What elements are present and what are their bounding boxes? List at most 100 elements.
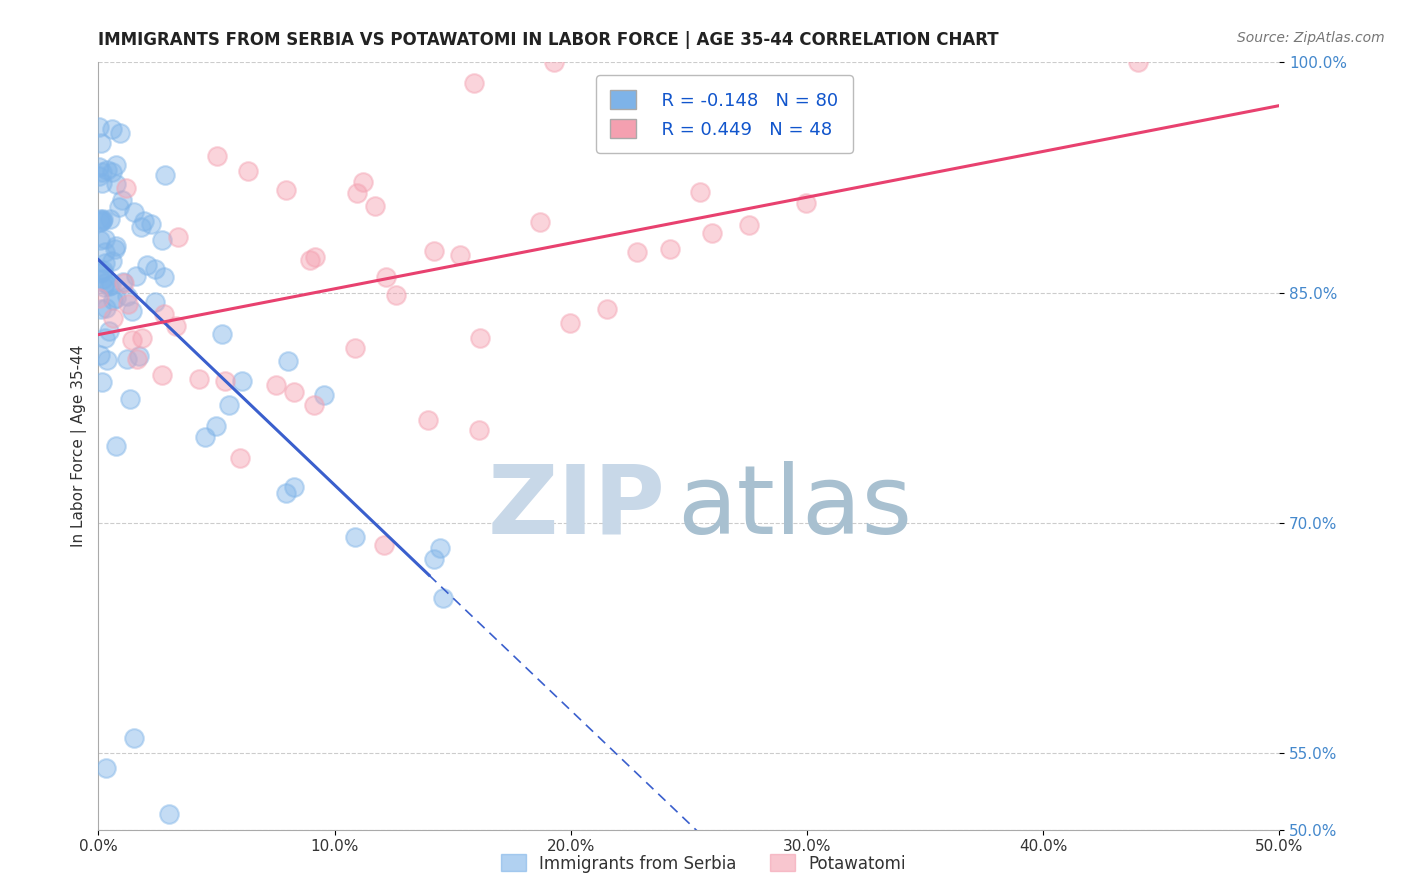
Point: [558, 316, 581, 330]
Text: Source: ZipAtlas.com: Source: ZipAtlas.com: [1237, 31, 1385, 45]
Point: [700, 226, 723, 240]
Point: [96, 353, 118, 368]
Point: [112, 275, 135, 289]
Point: [117, 296, 139, 310]
Point: [205, 149, 228, 163]
Point: [131, 331, 153, 345]
Point: [105, 439, 128, 453]
Point: [346, 186, 368, 201]
Point: [112, 277, 135, 291]
Point: [1126, 55, 1149, 70]
Point: [89, 348, 111, 362]
Text: atlas: atlas: [678, 461, 912, 554]
Point: [108, 200, 131, 214]
Point: [122, 731, 145, 745]
Point: [135, 258, 157, 272]
Point: [101, 311, 124, 326]
Point: [91, 214, 114, 228]
Point: [101, 121, 124, 136]
Point: [304, 251, 326, 265]
Point: [104, 239, 127, 253]
Point: [100, 278, 122, 293]
Point: [91, 272, 114, 286]
Point: [375, 269, 398, 284]
Point: [385, 288, 408, 302]
Point: [343, 341, 366, 355]
Point: [468, 423, 491, 437]
Point: [90, 213, 112, 227]
Point: [626, 245, 648, 260]
Point: [416, 413, 439, 427]
Point: [157, 807, 180, 822]
Point: [277, 354, 299, 368]
Point: [312, 388, 335, 402]
Point: [91, 177, 114, 191]
Point: [89, 212, 111, 227]
Point: [104, 242, 127, 256]
Point: [125, 352, 148, 367]
Point: [231, 374, 253, 388]
Point: [276, 485, 298, 500]
Point: [94, 761, 117, 775]
Point: [463, 76, 485, 90]
Text: IMMIGRANTS FROM SERBIA VS POTAWATOMI IN LABOR FORCE | AGE 35-44 CORRELATION CHAR: IMMIGRANTS FROM SERBIA VS POTAWATOMI IN …: [98, 31, 1000, 49]
Point: [141, 217, 163, 231]
Point: [94, 301, 117, 315]
Point: [211, 327, 233, 342]
Point: [153, 168, 176, 182]
Point: [187, 372, 209, 386]
Point: [165, 318, 187, 333]
Point: [352, 175, 374, 189]
Point: [87, 169, 110, 184]
Point: [150, 233, 173, 247]
Point: [103, 293, 125, 308]
Point: [364, 199, 387, 213]
Point: [94, 277, 117, 291]
Point: [98, 211, 121, 226]
Point: [143, 294, 166, 309]
Point: [115, 351, 138, 366]
Point: [98, 279, 121, 293]
Point: [101, 253, 124, 268]
Point: [94, 331, 117, 345]
Point: [373, 538, 395, 552]
Y-axis label: In Labor Force | Age 35-44: In Labor Force | Age 35-44: [72, 345, 87, 547]
Point: [125, 269, 148, 284]
Point: [118, 392, 141, 406]
Point: [423, 244, 446, 258]
Point: [150, 368, 173, 382]
Point: [108, 126, 131, 140]
Point: [153, 307, 176, 321]
Point: [132, 214, 155, 228]
Point: [229, 451, 252, 466]
Point: [153, 269, 176, 284]
Point: [429, 541, 451, 555]
Point: [143, 262, 166, 277]
Point: [104, 158, 127, 172]
Point: [98, 325, 121, 339]
Point: [283, 384, 305, 399]
Point: [96, 162, 118, 177]
Point: [689, 185, 711, 199]
Point: [264, 377, 287, 392]
Point: [104, 292, 127, 306]
Text: ZIP: ZIP: [488, 461, 665, 554]
Point: [115, 180, 138, 194]
Point: [166, 230, 188, 244]
Point: [91, 263, 114, 277]
Point: [89, 233, 111, 247]
Point: [121, 334, 143, 348]
Point: [794, 196, 817, 211]
Point: [117, 289, 139, 303]
Point: [91, 265, 114, 279]
Point: [214, 375, 236, 389]
Point: [737, 219, 759, 233]
Point: [343, 530, 366, 544]
Point: [89, 215, 111, 229]
Point: [89, 266, 111, 280]
Point: [423, 552, 446, 566]
Point: [93, 280, 115, 294]
Point: [659, 242, 682, 256]
Point: [596, 302, 619, 317]
Point: [299, 253, 322, 268]
